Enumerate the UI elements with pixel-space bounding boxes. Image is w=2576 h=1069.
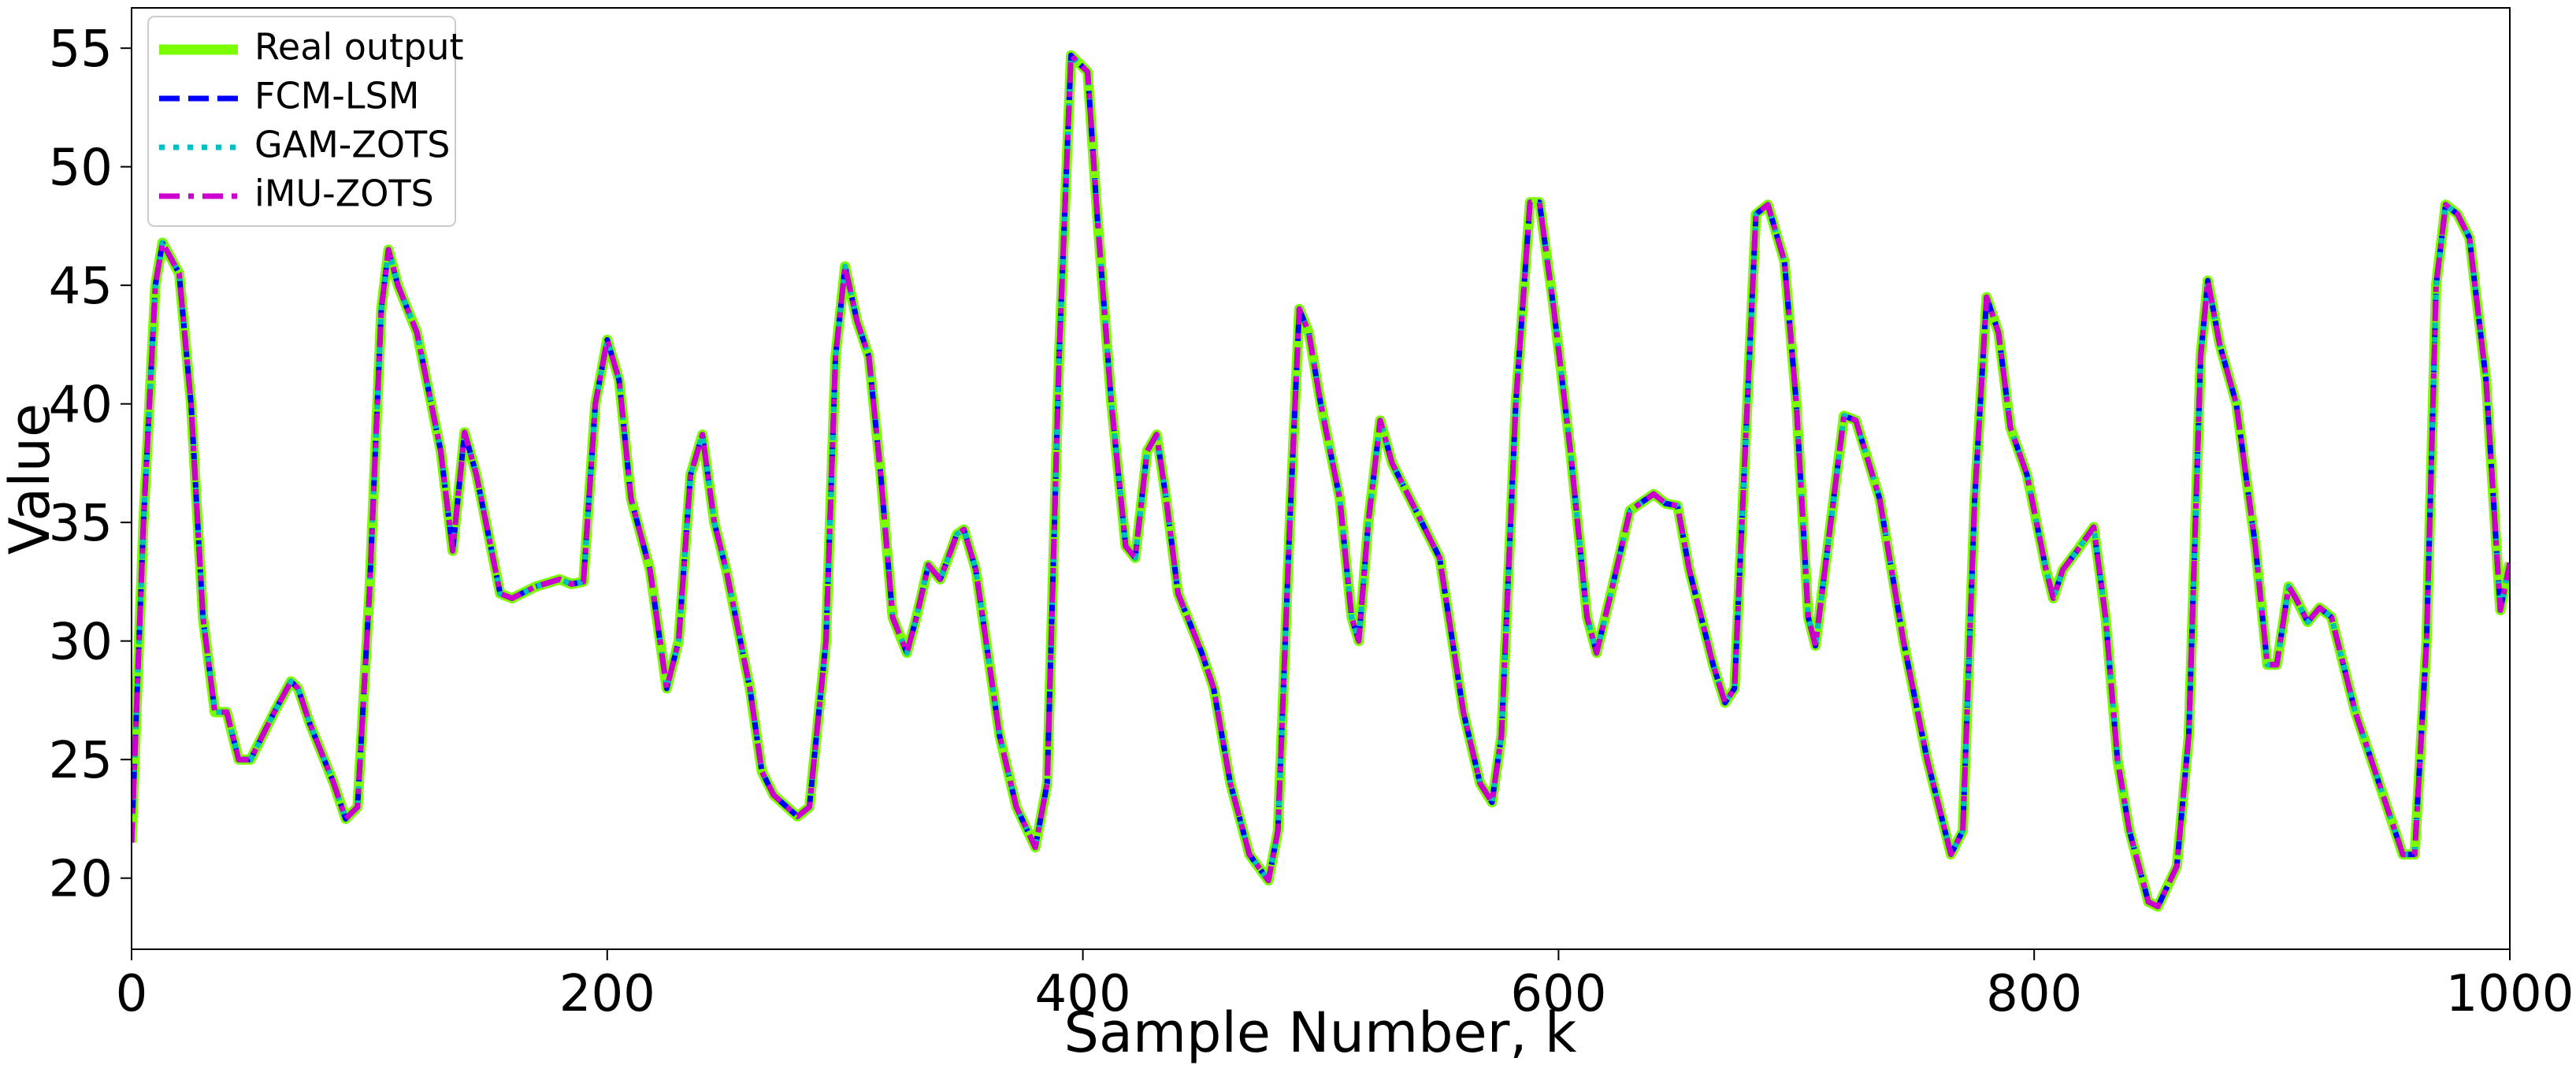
legend-label: GAM-ZOTS (254, 124, 450, 166)
x-tick-label: 200 (559, 965, 655, 1023)
y-tick-label: 20 (49, 851, 113, 909)
plot-area (132, 50, 2510, 912)
y-tick-label: 55 (49, 20, 113, 79)
legend-label: FCM-LSM (254, 75, 419, 117)
series-line (132, 50, 2510, 912)
y-tick-label: 50 (49, 139, 113, 198)
x-tick-label: 0 (116, 965, 148, 1023)
x-axis-label: Sample Number, k (1064, 1000, 1577, 1065)
x-tick-label: 400 (1035, 965, 1131, 1023)
series-line (132, 52, 2510, 910)
legend-label: Real output (254, 26, 464, 69)
axes-frame (131, 7, 2511, 950)
x-tick-label: 800 (1986, 965, 2082, 1023)
y-tick-label: 25 (49, 732, 113, 790)
y-tick-label: 35 (49, 495, 113, 553)
y-tick-label: 40 (49, 377, 113, 435)
series-line (132, 52, 2510, 910)
legend-label: iMU-ZOTS (254, 173, 434, 215)
legend: Real output FCM-LSM GAM-ZOTS iMU-ZOTS (147, 16, 464, 227)
y-axis-label: Value (0, 403, 62, 555)
series-line (132, 52, 2510, 910)
y-tick-label: 45 (49, 258, 113, 316)
x-tick-label: 1000 (2446, 965, 2574, 1023)
legend-box (147, 16, 456, 227)
x-tick-label: 600 (1510, 965, 1606, 1023)
y-tick-label: 30 (49, 614, 113, 672)
